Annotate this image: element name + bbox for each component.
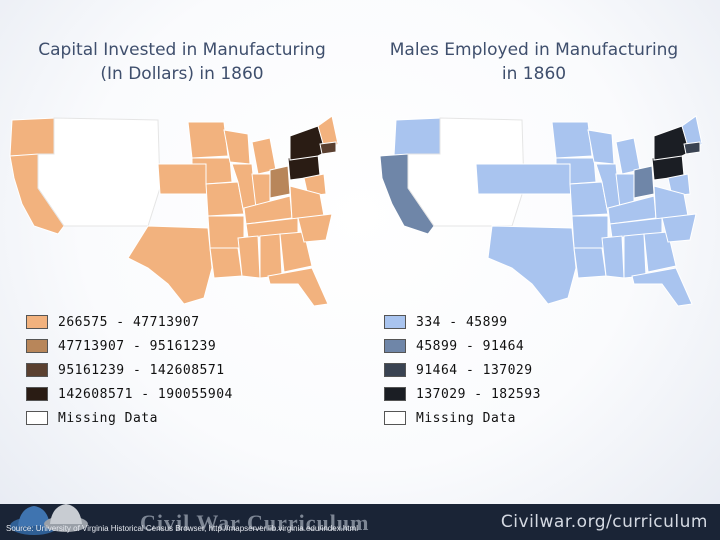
legend-swatch: [384, 339, 406, 353]
title-line: Capital Invested in Manufacturing: [38, 40, 326, 60]
legend-item: 137029 - 182593: [384, 382, 541, 406]
legend-item: 266575 - 47713907: [26, 310, 233, 334]
legend-label: 91464 - 137029: [416, 362, 533, 378]
hats-logo-icon: [10, 504, 88, 535]
legend-label: 142608571 - 190055904: [58, 386, 233, 402]
legend-label: 47713907 - 95161239: [58, 338, 217, 354]
legend-swatch: [26, 339, 48, 353]
legend-swatch: [384, 387, 406, 401]
legend-item: Missing Data: [384, 406, 541, 430]
region-carolinas: [661, 213, 697, 243]
region-alabama: [259, 233, 283, 279]
footer-bar: Civil War Curriculum Civilwar.org/curric…: [0, 504, 720, 540]
region-oregon: [393, 117, 443, 157]
region-louisiana: [209, 247, 243, 279]
legend-item: Missing Data: [26, 406, 233, 430]
region-ohio: [269, 165, 291, 199]
region-massachusetts: [683, 141, 701, 155]
source-citation: Source: University of Virginia Historica…: [6, 524, 358, 533]
legend-swatch: [26, 315, 48, 329]
legend-label: 334 - 45899: [416, 314, 508, 330]
legend-item: 334 - 45899: [384, 310, 541, 334]
map-title-males: Males Employed in Manufacturing in 1860: [374, 38, 694, 86]
legend-swatch: [384, 315, 406, 329]
region-michigan: [615, 137, 641, 175]
legend-swatch: [384, 411, 406, 425]
legend-swatch: [384, 363, 406, 377]
region-missing-west: [407, 117, 525, 227]
region-florida: [267, 267, 329, 307]
legend-label: 266575 - 47713907: [58, 314, 200, 330]
region-minnesota: [551, 121, 593, 159]
males-legend: 334 - 45899 45899 - 91464 91464 - 137029…: [384, 310, 541, 430]
site-url[interactable]: Civilwar.org/curriculum: [500, 512, 708, 532]
legend-swatch: [26, 363, 48, 377]
legend-item: 47713907 - 95161239: [26, 334, 233, 358]
brand-title: Civil War Curriculum: [140, 510, 370, 535]
title-line: Males Employed in Manufacturing: [389, 40, 679, 60]
region-plains: [475, 163, 573, 195]
region-missouri: [569, 181, 609, 217]
region-plains: [157, 163, 209, 195]
legend-item: 95161239 - 142608571: [26, 358, 233, 382]
legend-label: Missing Data: [58, 410, 158, 426]
title-line: in 1860: [501, 64, 567, 84]
legend-label: 137029 - 182593: [416, 386, 541, 402]
capital-map: [9, 115, 338, 307]
legend-item: 142608571 - 190055904: [26, 382, 233, 406]
region-alabama: [623, 233, 647, 279]
legend-swatch: [26, 387, 48, 401]
males-map: [379, 115, 702, 307]
legend-item: 91464 - 137029: [384, 358, 541, 382]
legend-label: 45899 - 91464: [416, 338, 525, 354]
legend-item: 45899 - 91464: [384, 334, 541, 358]
region-minnesota: [187, 121, 229, 159]
legend-swatch: [26, 411, 48, 425]
region-carolinas: [297, 213, 333, 243]
region-massachusetts: [319, 141, 337, 155]
region-oregon: [9, 117, 57, 157]
region-louisiana: [573, 247, 607, 279]
legend-label: Missing Data: [416, 410, 516, 426]
legend-label: 95161239 - 142608571: [58, 362, 225, 378]
map-title-capital: Capital Invested in Manufacturing (In Do…: [22, 38, 342, 86]
state-outlines: [379, 115, 702, 307]
state-outlines: [9, 115, 338, 307]
region-florida: [631, 267, 693, 307]
region-mississippi: [601, 235, 625, 279]
region-ohio: [633, 165, 655, 199]
capital-legend: 266575 - 47713907 47713907 - 95161239 95…: [26, 310, 233, 430]
region-texas: [127, 225, 213, 305]
region-texas: [487, 225, 577, 305]
region-missouri: [205, 181, 245, 217]
region-mississippi: [237, 235, 261, 279]
region-michigan: [251, 137, 277, 175]
title-line: (In Dollars) in 1860: [100, 64, 264, 84]
region-missing-west: [37, 117, 161, 227]
